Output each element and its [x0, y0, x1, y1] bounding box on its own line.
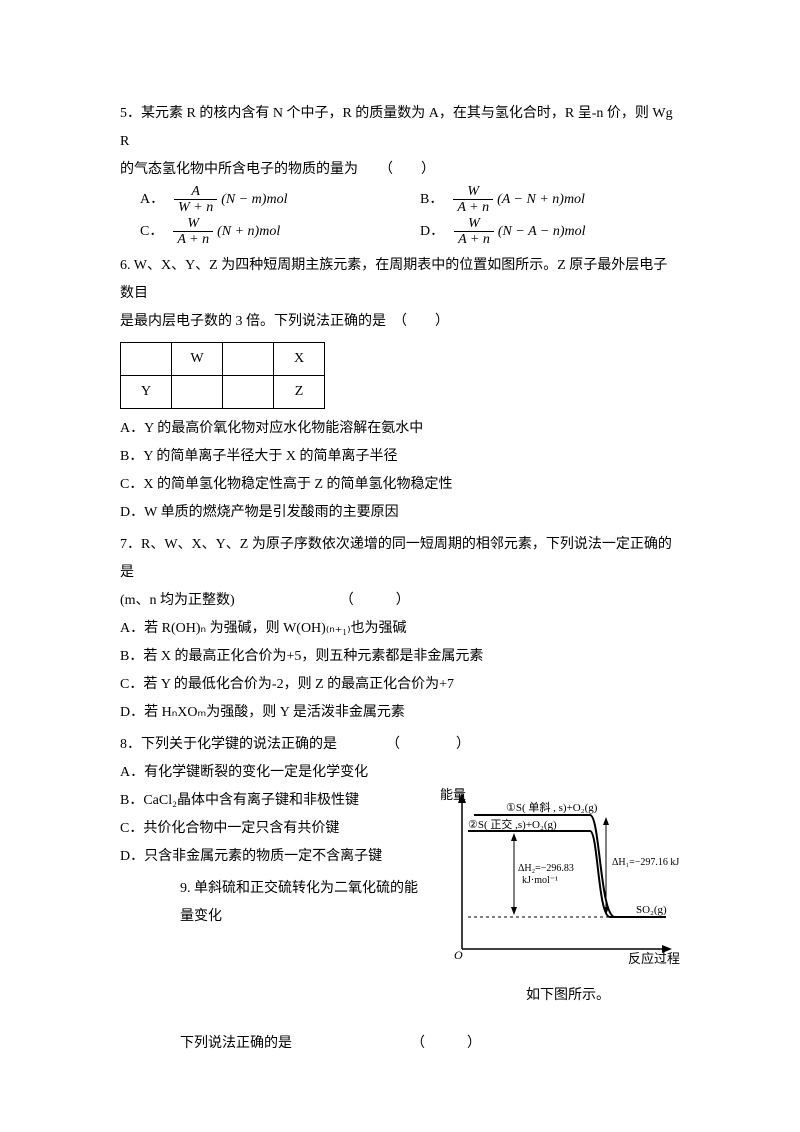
- q7-option-c: C．若 Y 的最低化合价为-2，则 Z 的最高正化合价为+7: [120, 671, 680, 699]
- energy-diagram: 能量 反应过程 O ①S( 单斜 , s)+O₂(g) ②S( 正交 ,s)+O…: [440, 787, 680, 978]
- cell-r1c2: W: [172, 342, 223, 375]
- q5-option-a: A． AW + n (N − m)mol: [120, 184, 400, 216]
- q6-periodic-table: W X Y Z: [120, 342, 325, 409]
- question-7: 7．R、W、X、Y、Z 为原子序数依次递增的同一短周期的相邻元素，下列说法一定正…: [120, 531, 680, 727]
- question-8: 8．下列关于化学键的说法正确的是 （ ） A．有化学键断裂的变化一定是化学变化 …: [120, 731, 680, 871]
- cell-r1c4: X: [274, 342, 325, 375]
- q9-caption: 如下图所示。: [120, 982, 680, 1010]
- q6-option-d: D．W 单质的燃烧产物是引发酸雨的主要原因: [120, 499, 680, 527]
- y-axis-label: 能量: [440, 787, 466, 802]
- q8-stem: 8．下列关于化学键的说法正确的是 （ ）: [120, 731, 680, 759]
- reactant-2: ②S( 正交 ,s)+O₂(g): [468, 817, 557, 831]
- q6-line2: 是最内层电子数的 3 倍。下列说法正确的是 （ ）: [120, 308, 680, 336]
- product-label: SO₂(g): [636, 904, 667, 916]
- q9-tail2: 下列说法正确的是 （ ）: [120, 1030, 680, 1058]
- q5-options-row2: C． WA + n (N + n)mol D． WA + n (N − A − …: [120, 216, 680, 248]
- q6-option-a: A．Y 的最高价氧化物对应水化物能溶解在氨水中: [120, 415, 680, 443]
- q5-line1: 5．某元素 R 的核内含有 N 个中子，R 的质量数为 A，在其与氢化合时，R …: [120, 100, 680, 156]
- q7-line2: (m、n 均为正整数) （ ）: [120, 587, 680, 615]
- q7-option-b: B．若 X 的最高正化合价为+5，则五种元素都是非金属元素: [120, 643, 680, 671]
- cell-r2c4: Z: [274, 375, 325, 408]
- q5-option-d: D． WA + n (N − A − n)mol: [400, 216, 680, 248]
- question-5: 5．某元素 R 的核内含有 N 个中子，R 的质量数为 A，在其与氢化合时，R …: [120, 100, 680, 248]
- cell-r2c3: [223, 375, 274, 408]
- q7-option-a: A．若 R(OH)ₙ 为强碱，则 W(OH)₍ₙ₊₁₎也为强碱: [120, 615, 680, 643]
- reactant-1: ①S( 单斜 , s)+O₂(g): [506, 801, 598, 814]
- q5-option-c: C． WA + n (N + n)mol: [120, 216, 400, 248]
- delta-h2b: kJ·mol⁻¹: [522, 875, 558, 886]
- q5-options-row1: A． AW + n (N − m)mol B． WA + n (A − N + …: [120, 184, 680, 216]
- q6-option-c: C．X 的简单氢化物稳定性高于 Z 的简单氢化物稳定性: [120, 471, 680, 499]
- q7-option-d: D．若 HₙXOₘ为强酸，则 Y 是活泼非金属元素: [120, 699, 680, 727]
- q8-option-a: A．有化学键断裂的变化一定是化学变化: [120, 759, 680, 787]
- q7-line1: 7．R、W、X、Y、Z 为原子序数依次递增的同一短周期的相邻元素，下列说法一定正…: [120, 531, 680, 587]
- x-axis-label: 反应过程: [628, 951, 680, 966]
- delta-h2a: ΔH₂=−296.83: [518, 863, 574, 874]
- q6-option-b: B．Y 的简单离子半径大于 X 的简单离子半径: [120, 443, 680, 471]
- cell-r2c2: [172, 375, 223, 408]
- energy-diagram-svg: 能量 反应过程 O ①S( 单斜 , s)+O₂(g) ②S( 正交 ,s)+O…: [440, 787, 680, 967]
- delta-h1: ΔH₁=−297.16 kJ·mol⁻¹: [612, 857, 680, 868]
- question-6: 6. W、X、Y、Z 为四种短周期主族元素，在周期表中的位置如图所示。Z 原子最…: [120, 252, 680, 527]
- svg-text:O: O: [454, 948, 463, 962]
- cell-r1c3: [223, 342, 274, 375]
- q5-line2: 的气态氢化物中所含电子的物质的量为 （ ）: [120, 156, 680, 184]
- q5-option-b: B． WA + n (A − N + n)mol: [400, 184, 680, 216]
- q6-line1: 6. W、X、Y、Z 为四种短周期主族元素，在周期表中的位置如图所示。Z 原子最…: [120, 252, 680, 308]
- cell-r1c1: [121, 342, 172, 375]
- cell-r2c1: Y: [121, 375, 172, 408]
